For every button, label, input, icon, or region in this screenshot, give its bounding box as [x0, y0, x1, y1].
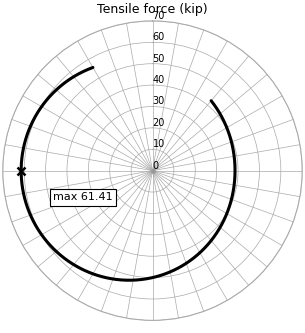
Text: max 61.41: max 61.41	[53, 192, 113, 202]
Point	[150, 168, 155, 173]
Title: Tensile force (kip): Tensile force (kip)	[97, 3, 208, 16]
